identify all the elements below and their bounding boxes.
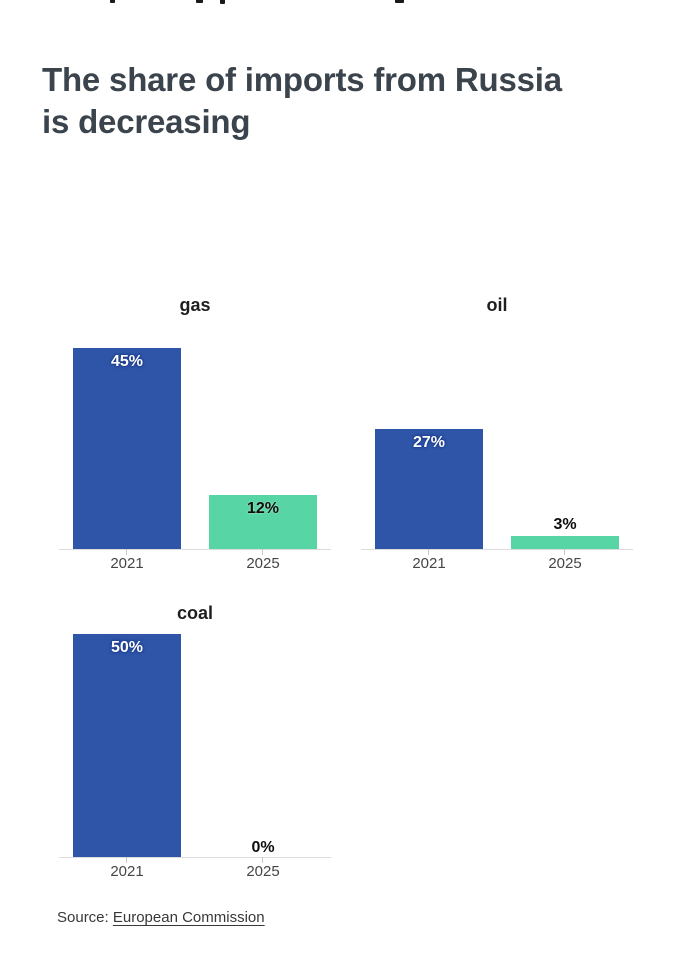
- bar-slot-oil-2025: 3%: [497, 317, 633, 549]
- bar-value-label: 45%: [110, 353, 144, 370]
- bar-value-label: 3%: [553, 516, 577, 533]
- axis-tick: [126, 549, 127, 555]
- x-tick-label-2021: 2021: [110, 555, 144, 572]
- chart-gas: gas 45% 12% 2021 2025: [59, 295, 331, 572]
- bar-oil-2021[interactable]: [375, 429, 483, 549]
- bar-oil-2025[interactable]: [511, 536, 619, 549]
- x-axis-labels: 2021 2025: [59, 863, 331, 880]
- clipped-text-fragment: [196, 0, 203, 3]
- bar-coal-2021[interactable]: [73, 634, 181, 857]
- source-line: Source: European Commission: [57, 909, 265, 926]
- clipped-text-fragment: [220, 0, 225, 4]
- chart-title-oil: oil: [486, 295, 508, 315]
- plot-area-gas: 45% 12%: [59, 317, 331, 555]
- chart-coal: coal 50% 0% 2021 2025: [59, 603, 331, 880]
- x-axis-labels: 2021 2025: [59, 555, 331, 572]
- x-tick-label-2021: 2021: [412, 555, 446, 572]
- bar-slot-oil-2021: 27%: [361, 317, 497, 549]
- plot-area-oil: 27% 3%: [361, 317, 633, 555]
- source-link[interactable]: European Commission: [112, 909, 265, 926]
- x-tick-label-2021: 2021: [110, 863, 144, 880]
- x-tick-label-2025: 2025: [246, 863, 280, 880]
- bar-value-label: 0%: [251, 839, 275, 856]
- x-tick-label-2025: 2025: [246, 555, 280, 572]
- bar-value-label: 27%: [412, 434, 446, 451]
- axis-tick: [428, 549, 429, 555]
- chart-title-gas: gas: [179, 295, 211, 315]
- clipped-text-fragment: [395, 0, 404, 3]
- bar-value-label: 50%: [110, 639, 144, 656]
- source-label: Source:: [57, 909, 109, 926]
- bar-slot-coal-2025: 0%: [195, 625, 331, 857]
- axis-tick: [262, 857, 263, 863]
- bar-gas-2025[interactable]: [209, 495, 317, 549]
- x-axis-labels: 2021 2025: [361, 555, 633, 572]
- bar-value-label: 12%: [246, 500, 280, 517]
- axis-tick: [564, 549, 565, 555]
- bar-slot-coal-2021: 50%: [59, 625, 195, 857]
- bar-slot-gas-2025: 12%: [195, 317, 331, 549]
- page-title-line-1: The share of imports from Russia: [42, 61, 562, 98]
- clipped-text-fragment: [110, 0, 115, 3]
- chart-title-coal: coal: [176, 603, 214, 623]
- bar-slot-gas-2021: 45%: [59, 317, 195, 549]
- plot-area-coal: 50% 0%: [59, 625, 331, 863]
- chart-oil: oil 27% 3% 2021 2025: [361, 295, 633, 572]
- x-tick-label-2025: 2025: [548, 555, 582, 572]
- axis-tick: [262, 549, 263, 555]
- bar-gas-2021[interactable]: [73, 348, 181, 549]
- page-title: The share of imports from Russia is decr…: [42, 59, 652, 143]
- axis-tick: [126, 857, 127, 863]
- page-title-line-2: is decreasing: [42, 103, 251, 140]
